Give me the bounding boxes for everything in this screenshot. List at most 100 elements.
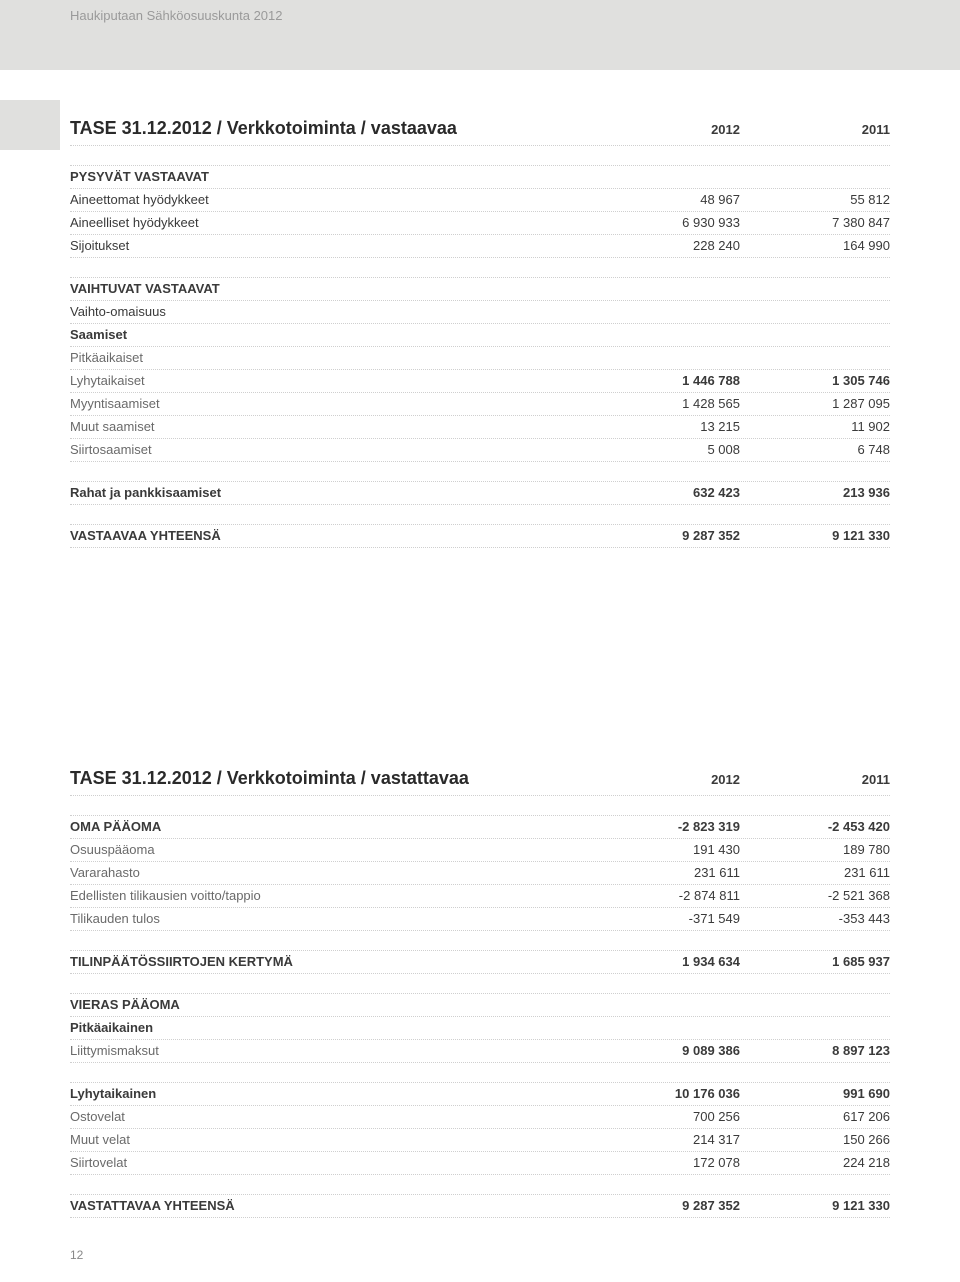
row-label: Siirtosaamiset	[70, 439, 590, 457]
row-value-2: 1 287 095	[740, 393, 890, 411]
row-label: OMA PÄÄOMA	[70, 816, 590, 834]
row-value-2: 1 685 937	[740, 951, 890, 969]
row-value-2: 150 266	[740, 1129, 890, 1147]
table-row: Pitkäaikaiset	[70, 347, 890, 370]
row-value-1: 13 215	[590, 416, 740, 434]
row-label: Osuuspääoma	[70, 839, 590, 857]
row-value-2	[740, 178, 890, 181]
row-value-1	[590, 290, 740, 293]
row-value-2: 8 897 123	[740, 1040, 890, 1058]
table-row: Myyntisaamiset1 428 5651 287 095	[70, 393, 890, 416]
page-content: TASE 31.12.2012 / Verkkotoiminta / vasta…	[0, 118, 960, 1258]
row-value-2	[740, 1029, 890, 1032]
table-row: PYSYVÄT VASTAAVAT	[70, 166, 890, 189]
row-value-1: 231 611	[590, 862, 740, 880]
header-band: Haukiputaan Sähköosuuskunta 2012	[0, 0, 960, 70]
row-label: Rahat ja pankkisaamiset	[70, 482, 590, 500]
row-value-1: 632 423	[590, 482, 740, 500]
row-value-2	[740, 290, 890, 293]
table-row: VAIHTUVAT VASTAAVAT	[70, 278, 890, 301]
row-label: Saamiset	[70, 324, 590, 342]
row-value-1: -2 823 319	[590, 816, 740, 834]
table-row: Osuuspääoma191 430189 780	[70, 839, 890, 862]
spacer-row	[70, 258, 890, 278]
row-value-1	[590, 313, 740, 316]
row-value-1: -2 874 811	[590, 885, 740, 903]
row-value-1: -371 549	[590, 908, 740, 926]
row-value-1: 214 317	[590, 1129, 740, 1147]
row-label: Myyntisaamiset	[70, 393, 590, 411]
row-label: Lyhytaikaiset	[70, 370, 590, 388]
table-row: Pitkäaikainen	[70, 1017, 890, 1040]
row-label: VAIHTUVAT VASTAAVAT	[70, 278, 590, 296]
row-value-2: 9 121 330	[740, 525, 890, 543]
row-label: Ostovelat	[70, 1106, 590, 1124]
row-value-2: 7 380 847	[740, 212, 890, 230]
row-value-1	[590, 178, 740, 181]
row-value-1: 228 240	[590, 235, 740, 253]
table-row: VASTAAVAA YHTEENSÄ9 287 3529 121 330	[70, 525, 890, 548]
row-value-2: 231 611	[740, 862, 890, 880]
row-value-1	[590, 336, 740, 339]
table-2-year2: 2011	[740, 769, 890, 787]
row-label: Tilikauden tulos	[70, 908, 590, 926]
table-row: Saamiset	[70, 324, 890, 347]
table-row: Edellisten tilikausien voitto/tappio-2 8…	[70, 885, 890, 908]
row-value-1: 1 446 788	[590, 370, 740, 388]
row-value-2: 164 990	[740, 235, 890, 253]
row-value-1: 1 428 565	[590, 393, 740, 411]
row-label: Vaihto-omaisuus	[70, 301, 590, 319]
row-label: Sijoitukset	[70, 235, 590, 253]
table-row: Muut saamiset13 21511 902	[70, 416, 890, 439]
row-label: Aineelliset hyödykkeet	[70, 212, 590, 230]
spacer	[70, 796, 890, 816]
row-label: Pitkäaikaiset	[70, 347, 590, 365]
row-value-2: -2 521 368	[740, 885, 890, 903]
table-row: Vararahasto231 611231 611	[70, 862, 890, 885]
table-row: Aineettomat hyödykkeet48 96755 812	[70, 189, 890, 212]
doc-header: Haukiputaan Sähköosuuskunta 2012	[70, 8, 283, 23]
page-number: 12	[70, 1248, 83, 1262]
spacer	[70, 146, 890, 166]
table-row: Lyhytaikainen10 176 036991 690	[70, 1083, 890, 1106]
row-label: Siirtovelat	[70, 1152, 590, 1170]
row-value-2	[740, 313, 890, 316]
table-row: Aineelliset hyödykkeet6 930 9337 380 847	[70, 212, 890, 235]
table-2-title-row: TASE 31.12.2012 / Verkkotoiminta / vasta…	[70, 768, 890, 796]
row-value-1: 172 078	[590, 1152, 740, 1170]
table-row: VASTATTAVAA YHTEENSÄ9 287 3529 121 330	[70, 1195, 890, 1218]
table-row: OMA PÄÄOMA-2 823 319-2 453 420	[70, 816, 890, 839]
table-row: VIERAS PÄÄOMA	[70, 994, 890, 1017]
row-label: VASTAAVAA YHTEENSÄ	[70, 525, 590, 543]
spacer-row	[70, 974, 890, 994]
row-label: VASTATTAVAA YHTEENSÄ	[70, 1195, 590, 1213]
row-value-2: 1 305 746	[740, 370, 890, 388]
side-notch	[0, 100, 60, 150]
row-label: Pitkäaikainen	[70, 1017, 590, 1035]
row-label: Muut velat	[70, 1129, 590, 1147]
row-label: Vararahasto	[70, 862, 590, 880]
table-row: Tilikauden tulos-371 549-353 443	[70, 908, 890, 931]
row-value-1: 10 176 036	[590, 1083, 740, 1101]
spacer-row	[70, 1063, 890, 1083]
table-2-title: TASE 31.12.2012 / Verkkotoiminta / vasta…	[70, 768, 590, 789]
row-value-1	[590, 1029, 740, 1032]
row-value-1: 5 008	[590, 439, 740, 457]
row-value-2: 6 748	[740, 439, 890, 457]
row-value-2: 213 936	[740, 482, 890, 500]
table-1-title: TASE 31.12.2012 / Verkkotoiminta / vasta…	[70, 118, 590, 139]
table-1: TASE 31.12.2012 / Verkkotoiminta / vasta…	[70, 118, 890, 548]
row-value-1: 9 287 352	[590, 1195, 740, 1213]
row-value-1: 9 287 352	[590, 525, 740, 543]
table-1-year2: 2011	[740, 119, 890, 137]
table-row: Lyhytaikaiset1 446 7881 305 746	[70, 370, 890, 393]
table-2: TASE 31.12.2012 / Verkkotoiminta / vasta…	[70, 768, 890, 1218]
row-label: Edellisten tilikausien voitto/tappio	[70, 885, 590, 903]
table-row: Rahat ja pankkisaamiset632 423213 936	[70, 482, 890, 505]
spacer-row	[70, 931, 890, 951]
row-value-2: 11 902	[740, 416, 890, 434]
row-value-2: -2 453 420	[740, 816, 890, 834]
table-2-year1: 2012	[590, 769, 740, 787]
spacer-row	[70, 505, 890, 525]
table-row: TILINPÄÄTÖSSIIRTOJEN KERTYMÄ1 934 6341 6…	[70, 951, 890, 974]
